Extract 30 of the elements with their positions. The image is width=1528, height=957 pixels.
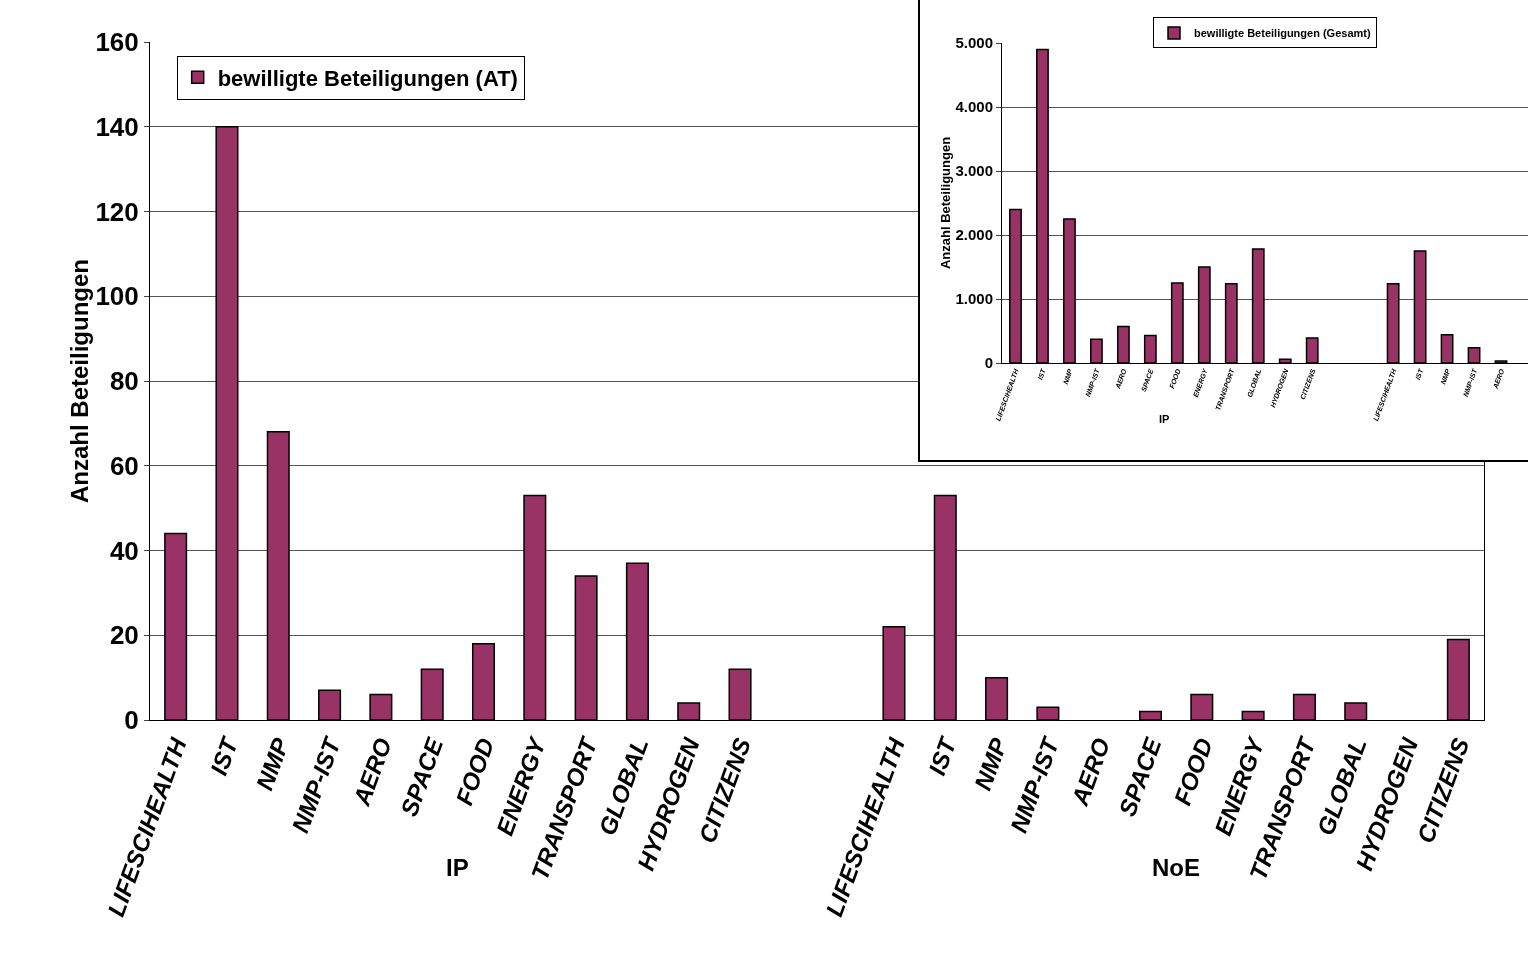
x-tick-label: NMP [968,733,1013,794]
legend-label: bewilligte Beteiligungen (AT) [217,65,518,91]
x-tick-label: FOOD [450,734,500,809]
text: IP [446,854,469,881]
y-axis-title: Anzahl Beteiligungen [66,258,94,504]
x-tick-label: IST [204,732,244,779]
x-tick-label: AERO [347,734,397,810]
y-tick-label: 4.000 [955,98,993,116]
text: NoE [1152,854,1200,881]
annotation: IP [1159,413,1170,425]
x-tick-label: NMP [250,733,295,794]
y-tick-label: 160 [95,27,139,58]
y-tick-label: 120 [95,196,139,227]
y-tick-label: 0 [984,354,993,372]
x-tick-label: IST [923,732,963,779]
y-axis-title: Anzahl Beteiligungen [938,136,954,270]
x-tick-label: FOOD [1168,734,1218,809]
y-tick-label: 40 [109,535,139,566]
y-tick-label: 20 [109,620,139,651]
x-tick-label: AERO [1065,734,1116,810]
y-tick-label: 60 [109,450,139,481]
y-tick-label: 100 [95,281,139,312]
y-tick-label: 5.000 [955,34,993,52]
y-tick-label: 0 [124,705,139,736]
y-tick-label: 3.000 [955,162,993,180]
y-tick-label: 1.000 [955,290,993,308]
y-tick-label: 2.000 [955,226,993,244]
legend-label: bewilligte Beteiligungen (Gesamt) [1194,27,1371,40]
y-tick-label: 140 [95,111,139,142]
y-tick-label: 80 [109,366,139,397]
